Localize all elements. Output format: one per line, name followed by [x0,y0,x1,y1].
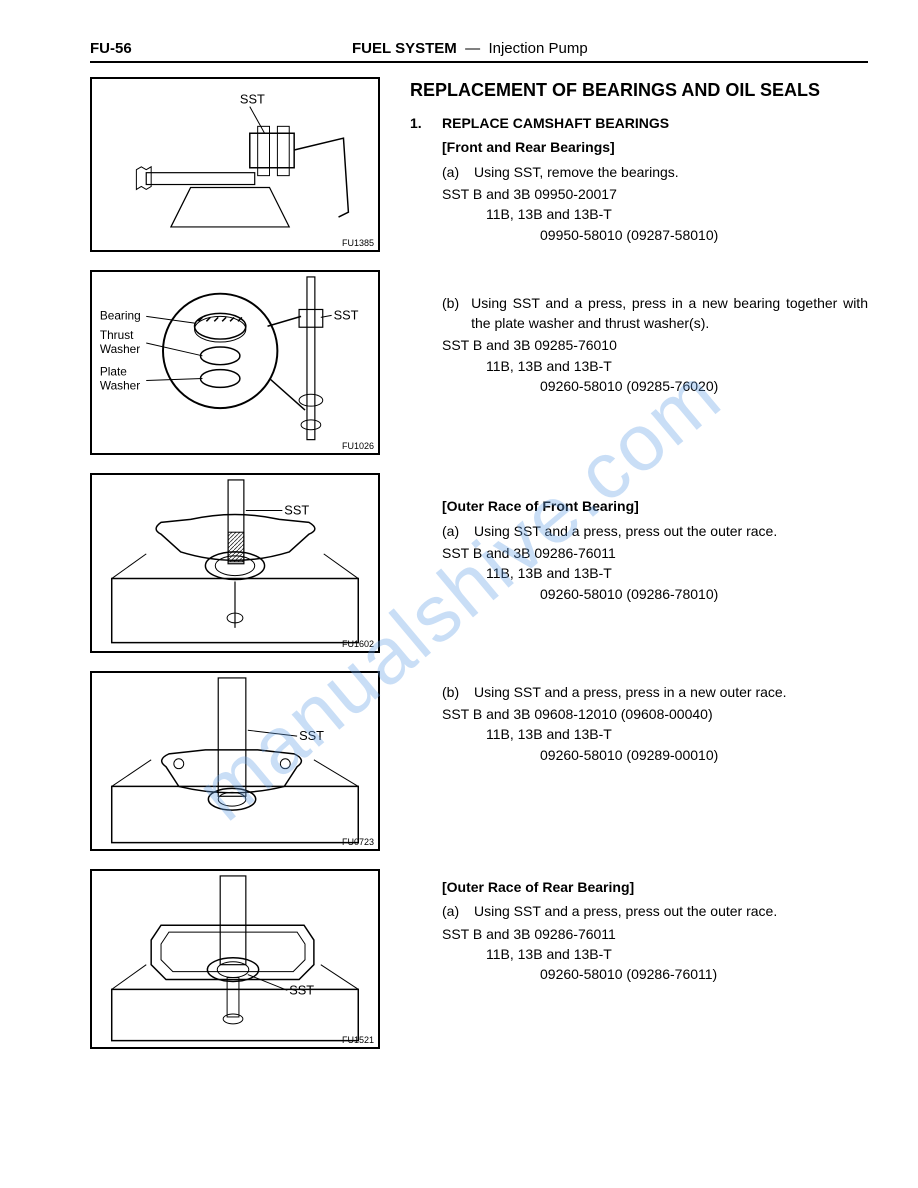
figure-3-id: FU1602 [342,639,374,649]
sub2-heading: [Outer Race of Front Bearing] [442,496,868,516]
sub2-sst6: 09260-58010 (09289-00010) [540,745,868,765]
page-header: FU-56 FUEL SYSTEM — Injection Pump [90,40,868,63]
figure-column: SST FU1385 [90,77,390,1067]
sub3-a-letter: (a) [442,901,462,921]
sub3-heading: [Outer Race of Rear Bearing] [442,877,868,897]
sub2-block: [Outer Race of Front Bearing] (a) Using … [410,496,868,603]
figure-5: SST FU1521 [90,869,380,1049]
sub1-sst5: 11B, 13B and 13B-T [486,356,868,376]
figure-4-svg: SST [92,673,378,851]
figure-2-id: FU1026 [342,441,374,451]
fig2-plate-label-1: Plate [100,365,127,379]
fig4-sst-label: SST [299,728,324,743]
sub1-sst3: 09950-58010 (09287-58010) [540,225,868,245]
sub2-b-text: Using SST and a press, press in a new ou… [474,682,787,702]
sub3-sst2: 11B, 13B and 13B-T [486,944,868,964]
sub1-heading: [Front and Rear Bearings] [442,137,868,157]
figure-2-svg: SST Bearing Thrust Washer [92,272,378,454]
sub2-sst5: 11B, 13B and 13B-T [486,724,868,744]
figure-3-svg: SST [92,475,378,653]
content-row: SST FU1385 [90,77,868,1067]
sub2-sst1: SST B and 3B 09286-76011 [442,543,868,563]
header-title: FUEL SYSTEM — Injection Pump [352,40,588,57]
figure-4: SST FU0723 [90,671,380,851]
fig2-thrust-label-2: Washer [100,342,140,356]
fig2-sst-label: SST [334,307,359,322]
sub1-b-text: Using SST and a press, press in a new be… [471,293,868,334]
figure-1-id: FU1385 [342,238,374,248]
sub1-sst2: 11B, 13B and 13B-T [486,204,868,224]
sub1-sst6: 09260-58010 (09285-76020) [540,376,868,396]
figure-4-id: FU0723 [342,837,374,847]
sub1-b-line: (b) Using SST and a press, press in a ne… [442,293,868,334]
step-1-title: REPLACE CAMSHAFT BEARINGS [442,113,669,133]
sub2-a-line: (a) Using SST and a press, press out the… [442,521,868,541]
sub2-a-text: Using SST and a press, press out the out… [474,521,777,541]
figure-1-svg: SST [92,79,378,252]
sub2b-block: (b) Using SST and a press, press in a ne… [410,682,868,765]
sub1-a-line: (a) Using SST, remove the bearings. [442,162,868,182]
header-system: FUEL SYSTEM [352,40,457,57]
sub3-sst1: SST B and 3B 09286-76011 [442,924,868,944]
figure-3: SST F [90,473,380,653]
figure-2: SST Bearing Thrust Washer [90,270,380,455]
sub3-sst3: 09260-58010 (09286-76011) [540,964,868,984]
sub1-a-letter: (a) [442,162,462,182]
fig2-bearing-label: Bearing [100,308,141,322]
figure-5-svg: SST [92,871,378,1049]
sub2-b-letter: (b) [442,682,462,702]
sub2-sst4: SST B and 3B 09608-12010 (09608-00040) [442,704,868,724]
sub1b-block: (b) Using SST and a press, press in a ne… [410,293,868,396]
figure-5-id: FU1521 [342,1035,374,1045]
header-spacer [808,40,868,57]
sub1-block: [Front and Rear Bearings] (a) Using SST,… [410,137,868,244]
sub2-b-line: (b) Using SST and a press, press in a ne… [442,682,868,702]
figure-1: SST FU1385 [90,77,380,252]
page-container: FU-56 FUEL SYSTEM — Injection Pump SST [0,0,918,1087]
fig1-sst-label: SST [240,92,265,107]
fig3-sst-label: SST [284,502,309,517]
step-1-row: 1. REPLACE CAMSHAFT BEARINGS [410,113,868,133]
sub1-sst1: SST B and 3B 09950-20017 [442,184,868,204]
sub1-b-letter: (b) [442,293,459,334]
sub3-a-text: Using SST and a press, press out the out… [474,901,777,921]
header-section: Injection Pump [488,40,587,57]
main-title: REPLACEMENT OF BEARINGS AND OIL SEALS [410,77,868,103]
sub2-sst3: 09260-58010 (09286-78010) [540,584,868,604]
sub2-sst2: 11B, 13B and 13B-T [486,563,868,583]
sub3-a-line: (a) Using SST and a press, press out the… [442,901,868,921]
step-1-num: 1. [410,113,428,133]
sub2-a-letter: (a) [442,521,462,541]
page-number: FU-56 [90,40,132,57]
sub1-sst4: SST B and 3B 09285-76010 [442,335,868,355]
sub3-block: [Outer Race of Rear Bearing] (a) Using S… [410,877,868,984]
text-column: REPLACEMENT OF BEARINGS AND OIL SEALS 1.… [410,77,868,1067]
fig2-thrust-label-1: Thrust [100,328,134,342]
fig2-plate-label-2: Washer [100,378,140,392]
sub1-a-text: Using SST, remove the bearings. [474,162,679,182]
